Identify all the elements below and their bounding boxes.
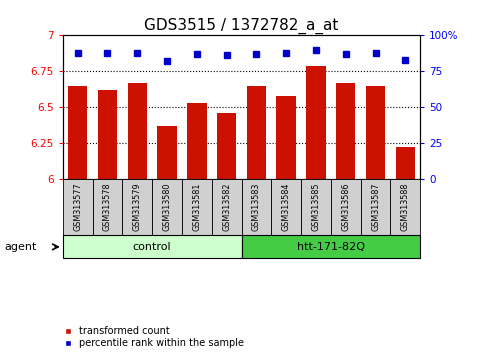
FancyBboxPatch shape [122, 179, 152, 235]
FancyBboxPatch shape [301, 179, 331, 235]
Bar [68, 86, 87, 179]
FancyBboxPatch shape [361, 179, 390, 235]
Text: htt-171-82Q: htt-171-82Q [297, 242, 365, 252]
Legend: transformed count, percentile rank within the sample: transformed count, percentile rank withi… [63, 325, 245, 349]
FancyBboxPatch shape [242, 235, 420, 258]
Text: GSM313581: GSM313581 [192, 183, 201, 231]
FancyBboxPatch shape [182, 179, 212, 235]
Bar [128, 83, 147, 179]
FancyBboxPatch shape [390, 179, 420, 235]
Bar [98, 90, 117, 179]
Title: GDS3515 / 1372782_a_at: GDS3515 / 1372782_a_at [144, 18, 339, 34]
FancyBboxPatch shape [331, 179, 361, 235]
Text: GSM313586: GSM313586 [341, 183, 350, 231]
Bar [187, 103, 207, 179]
Text: GSM313577: GSM313577 [73, 183, 82, 232]
Bar [276, 96, 296, 179]
Text: GSM313583: GSM313583 [252, 183, 261, 231]
Text: GSM313578: GSM313578 [103, 183, 112, 232]
Bar [336, 83, 355, 179]
FancyBboxPatch shape [152, 179, 182, 235]
Text: GSM313580: GSM313580 [163, 183, 171, 231]
Text: GSM313588: GSM313588 [401, 183, 410, 231]
FancyBboxPatch shape [93, 179, 122, 235]
Text: GSM313582: GSM313582 [222, 183, 231, 232]
Text: control: control [133, 242, 171, 252]
FancyBboxPatch shape [212, 179, 242, 235]
Bar [306, 65, 326, 179]
Bar [217, 113, 236, 179]
Bar [396, 147, 415, 179]
Text: agent: agent [5, 242, 37, 252]
Bar [157, 126, 177, 179]
FancyBboxPatch shape [63, 179, 93, 235]
FancyBboxPatch shape [242, 179, 271, 235]
FancyBboxPatch shape [63, 235, 242, 258]
Text: GSM313584: GSM313584 [282, 183, 291, 231]
Text: GSM313587: GSM313587 [371, 183, 380, 232]
Bar [366, 86, 385, 179]
Bar [247, 86, 266, 179]
FancyBboxPatch shape [271, 179, 301, 235]
Text: GSM313585: GSM313585 [312, 183, 320, 232]
Text: GSM313579: GSM313579 [133, 183, 142, 232]
